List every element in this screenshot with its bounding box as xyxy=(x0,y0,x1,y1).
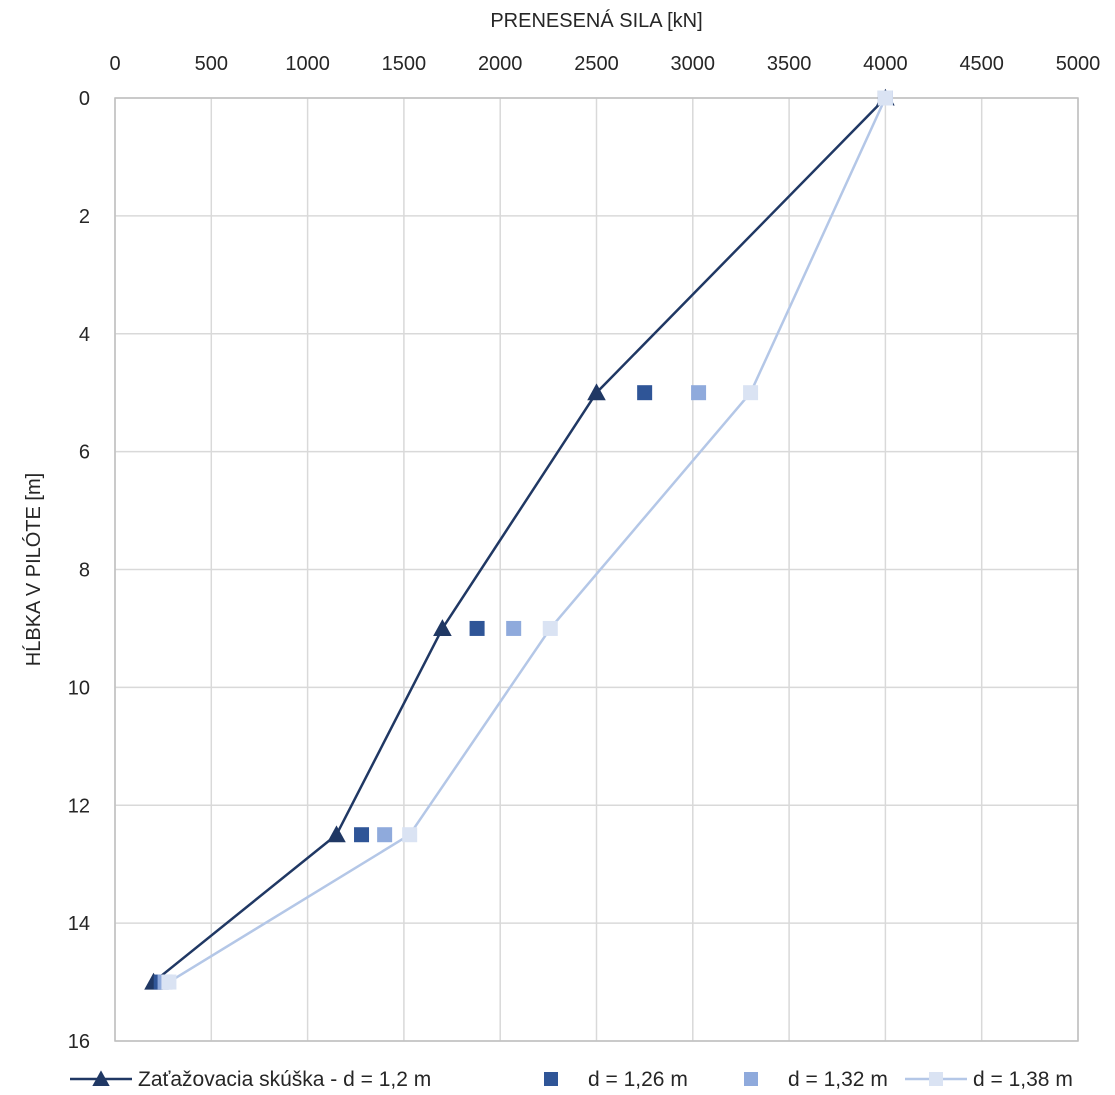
legend: Zaťažovacia skúška - d = 1,2 m d = 1,26 m… xyxy=(70,1068,1073,1091)
y-tick-label: 12 xyxy=(68,795,90,817)
y-tick-label: 14 xyxy=(68,913,90,935)
legend-item: Zaťažovacia skúška - d = 1,2 m xyxy=(70,1068,431,1091)
y-axis-title: HĹBKA V PILÓTE [m] xyxy=(22,473,45,666)
data-point xyxy=(743,385,759,401)
y-axis-ticks: 0 2 4 6 8 10 12 14 16 xyxy=(68,88,90,1053)
y-tick-label: 2 xyxy=(79,206,90,228)
x-tick-label: 1000 xyxy=(285,53,330,75)
data-point xyxy=(877,90,893,106)
legend-label: d = 1,26 m xyxy=(588,1068,688,1091)
x-tick-label: 2500 xyxy=(574,53,619,75)
x-tick-label: 5000 xyxy=(1056,53,1101,75)
y-tick-label: 8 xyxy=(79,560,90,582)
series-line xyxy=(168,97,887,984)
legend-label: Zaťažovacia skúška - d = 1,2 m xyxy=(138,1068,431,1091)
x-tick-label: 2000 xyxy=(478,53,523,75)
data-point xyxy=(377,827,393,843)
grid-lines xyxy=(114,97,1079,1042)
series-layer xyxy=(144,88,895,990)
y-tick-label: 10 xyxy=(68,677,90,699)
data-point xyxy=(506,620,522,636)
x-tick-label: 500 xyxy=(195,53,228,75)
series-1 xyxy=(144,88,895,990)
data-point xyxy=(327,825,346,843)
legend-item: d = 1,26 m xyxy=(544,1068,688,1091)
series-2 xyxy=(153,90,893,990)
x-axis-ticks: 0 500 1000 1500 2000 2500 3000 3500 4000 4500 5000 xyxy=(109,53,1100,75)
data-point xyxy=(433,619,452,636)
y-tick-label: 16 xyxy=(68,1031,90,1053)
data-point xyxy=(587,383,606,401)
data-point xyxy=(161,974,177,990)
legend-item: d = 1,32 m xyxy=(744,1068,888,1091)
legend-marker-swatch xyxy=(929,1072,943,1086)
plot-area xyxy=(114,97,1079,1042)
series-4 xyxy=(161,90,893,990)
legend-item: d = 1,38 m xyxy=(905,1068,1073,1091)
legend-marker-swatch xyxy=(544,1072,558,1086)
legend-marker-swatch xyxy=(92,1070,110,1086)
data-point xyxy=(402,827,418,843)
series-line xyxy=(152,97,887,984)
x-tick-label: 0 xyxy=(109,53,120,75)
data-point xyxy=(637,385,653,401)
data-point xyxy=(691,385,707,401)
y-tick-label: 0 xyxy=(79,88,90,110)
data-point xyxy=(542,620,558,636)
legend-label: d = 1,32 m xyxy=(788,1068,888,1091)
x-tick-label: 3500 xyxy=(767,53,812,75)
x-axis-title: PRENESENÁ SILA [kN] xyxy=(490,9,702,32)
series-3 xyxy=(157,90,893,990)
y-tick-label: 6 xyxy=(79,442,90,464)
data-point xyxy=(469,620,485,636)
y-tick-label: 4 xyxy=(79,324,90,346)
legend-label: d = 1,38 m xyxy=(973,1068,1073,1091)
x-tick-label: 3000 xyxy=(671,53,716,75)
data-point xyxy=(354,827,370,843)
legend-marker-swatch xyxy=(744,1072,758,1086)
x-tick-label: 4000 xyxy=(863,53,908,75)
x-tick-label: 4500 xyxy=(959,53,1004,75)
x-tick-label: 1500 xyxy=(382,53,427,75)
